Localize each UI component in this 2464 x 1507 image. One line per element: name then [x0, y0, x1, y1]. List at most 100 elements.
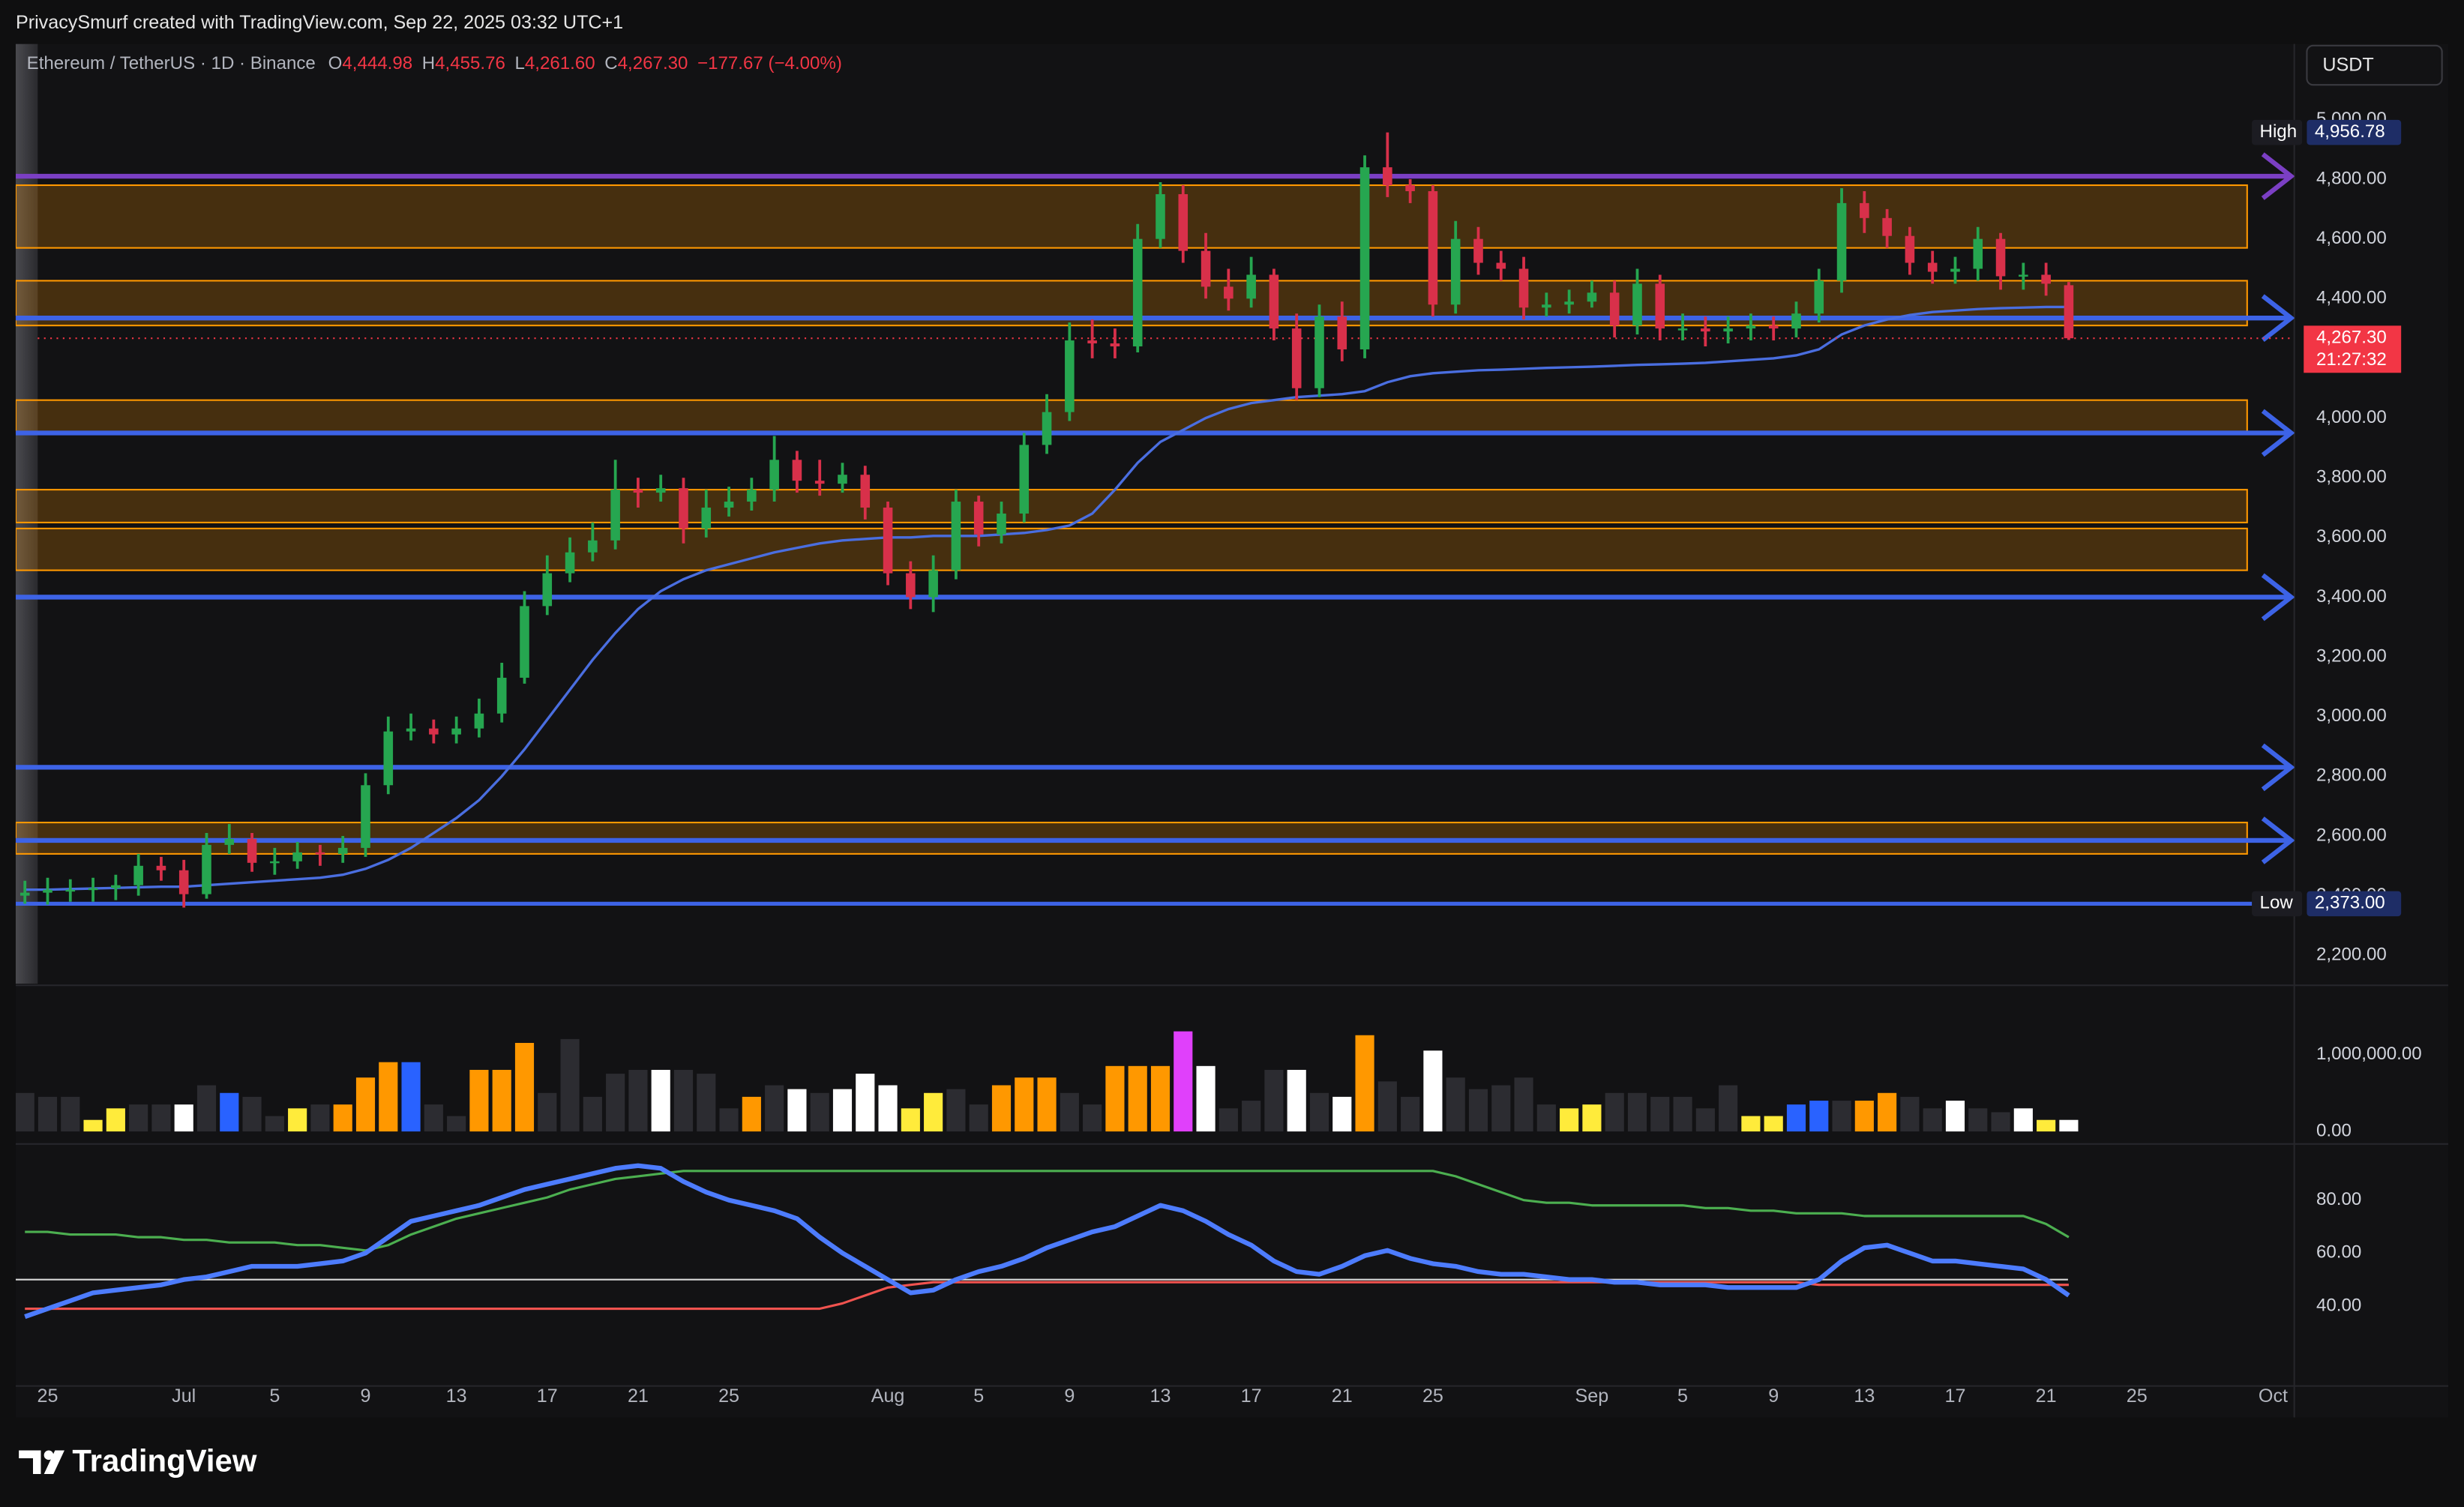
- volume-bar: [15, 1092, 34, 1132]
- candle-body: [1518, 268, 1529, 308]
- volume-bar: [1332, 1096, 1352, 1132]
- oscillator-tick-label: 60.00: [2316, 1242, 2361, 1263]
- candle-body: [1178, 193, 1189, 251]
- candle-body: [1383, 167, 1392, 186]
- volume-bar: [2013, 1108, 2033, 1132]
- volume-bar: [61, 1096, 80, 1132]
- volume-bar: [265, 1116, 284, 1132]
- candle-body: [224, 838, 235, 845]
- volume-bar: [288, 1108, 307, 1132]
- volume-bar: [1355, 1035, 1374, 1132]
- high-marker-label: 4,956.78: [2315, 121, 2385, 142]
- oscillator-panel: [15, 1163, 2070, 1320]
- candle-body: [1405, 185, 1415, 191]
- zone: [15, 184, 2248, 249]
- volume-bar: [1150, 1065, 1171, 1132]
- volume-bar: [83, 1119, 103, 1132]
- y-tick-label: 3,200.00: [2316, 646, 2387, 666]
- candle-body: [111, 885, 121, 888]
- candle-body: [520, 606, 529, 678]
- x-tick-label: Jul: [172, 1386, 196, 1407]
- currency[interactable]: USDT: [2322, 55, 2373, 76]
- candle-body: [655, 488, 666, 493]
- candle-body: [247, 838, 257, 863]
- volume-bar: [765, 1085, 784, 1132]
- x-tick-label: 13: [446, 1386, 467, 1407]
- high-marker-text-box: [2252, 119, 2303, 145]
- candle-body: [1860, 202, 1869, 218]
- candle-body: [951, 502, 961, 571]
- candle-body: [906, 573, 916, 598]
- volume-bar: [787, 1089, 807, 1132]
- moving-average: [25, 305, 2069, 891]
- candle-body: [133, 865, 143, 885]
- volume-bar: [333, 1104, 352, 1132]
- candle-body: [1042, 412, 1052, 445]
- candle-body: [202, 844, 211, 894]
- candle-body: [1791, 313, 1801, 329]
- y-tick-label: 4,400.00: [2316, 288, 2387, 308]
- volume-bar: [2059, 1119, 2079, 1132]
- candle-body: [1496, 262, 1506, 269]
- volume-bar: [1037, 1077, 1057, 1132]
- volume-bar: [538, 1092, 557, 1132]
- volume-bar: [242, 1096, 262, 1132]
- candle-body: [1314, 316, 1324, 388]
- candle-body: [429, 728, 439, 735]
- volume-bar: [1627, 1092, 1647, 1132]
- legend-key: L: [514, 53, 524, 73]
- candle-body: [860, 475, 871, 508]
- price-panel: [15, 132, 2295, 908]
- legend-key: C: [604, 53, 617, 73]
- volume-bar: [946, 1089, 966, 1132]
- volume-bar: [1287, 1069, 1306, 1132]
- volume-bar: [1560, 1108, 1579, 1132]
- candle-body: [65, 889, 76, 892]
- candle-body: [1132, 238, 1143, 347]
- volume-bar: [1536, 1104, 1556, 1132]
- candle-body: [1473, 238, 1483, 263]
- candle-body: [451, 728, 461, 735]
- candle-body: [814, 481, 825, 484]
- candle-body: [383, 731, 394, 786]
- volume-panel: [15, 1031, 2079, 1132]
- candle-body: [1564, 301, 1574, 305]
- volume-bar: [1673, 1096, 1692, 1132]
- candle-body: [496, 677, 507, 714]
- candle-body: [1882, 217, 1892, 236]
- candle-body: [1677, 328, 1688, 331]
- volume-bar: [1423, 1050, 1443, 1132]
- volume-bar: [651, 1069, 670, 1132]
- low-marker-text: Low: [2260, 893, 2294, 913]
- oscillator-tick-label: 40.00: [2316, 1295, 2361, 1315]
- candle-body: [542, 573, 553, 607]
- volume-bar: [1923, 1108, 1942, 1132]
- candle-body: [792, 460, 802, 481]
- last-price-box: [2304, 325, 2402, 373]
- candle-body: [43, 889, 52, 893]
- candle-body: [1291, 328, 1302, 388]
- y-tick-label: 4,800.00: [2316, 168, 2387, 188]
- volume-bar: [628, 1069, 648, 1132]
- volume-bar: [1242, 1101, 1261, 1132]
- candle-body: [315, 852, 325, 855]
- candle-body: [1927, 262, 1938, 272]
- level-arrow: [2261, 816, 2295, 864]
- volume-bar: [1468, 1089, 1488, 1132]
- level-arrow: [2261, 573, 2295, 622]
- y-tick-label: 4,000.00: [2316, 407, 2387, 427]
- symbol: Ethereum / TetherUS · 1D · Binance: [27, 53, 316, 73]
- axes: 2,200.002,400.002,600.002,800.003,000.00…: [37, 109, 2422, 1407]
- x-tick-label: 13: [1150, 1386, 1171, 1407]
- volume-bar: [991, 1085, 1012, 1132]
- x-tick-label: 17: [1945, 1386, 1966, 1407]
- y-tick-label: 2,200.00: [2316, 945, 2387, 965]
- candle-body: [1655, 283, 1665, 329]
- volume-bar: [424, 1104, 443, 1132]
- volume-bar: [1809, 1101, 1829, 1132]
- legend-change: −177.67 (−4.00%): [697, 53, 842, 73]
- currency-button[interactable]: [2306, 44, 2443, 86]
- candle-body: [610, 490, 620, 541]
- volume-bar: [310, 1104, 330, 1132]
